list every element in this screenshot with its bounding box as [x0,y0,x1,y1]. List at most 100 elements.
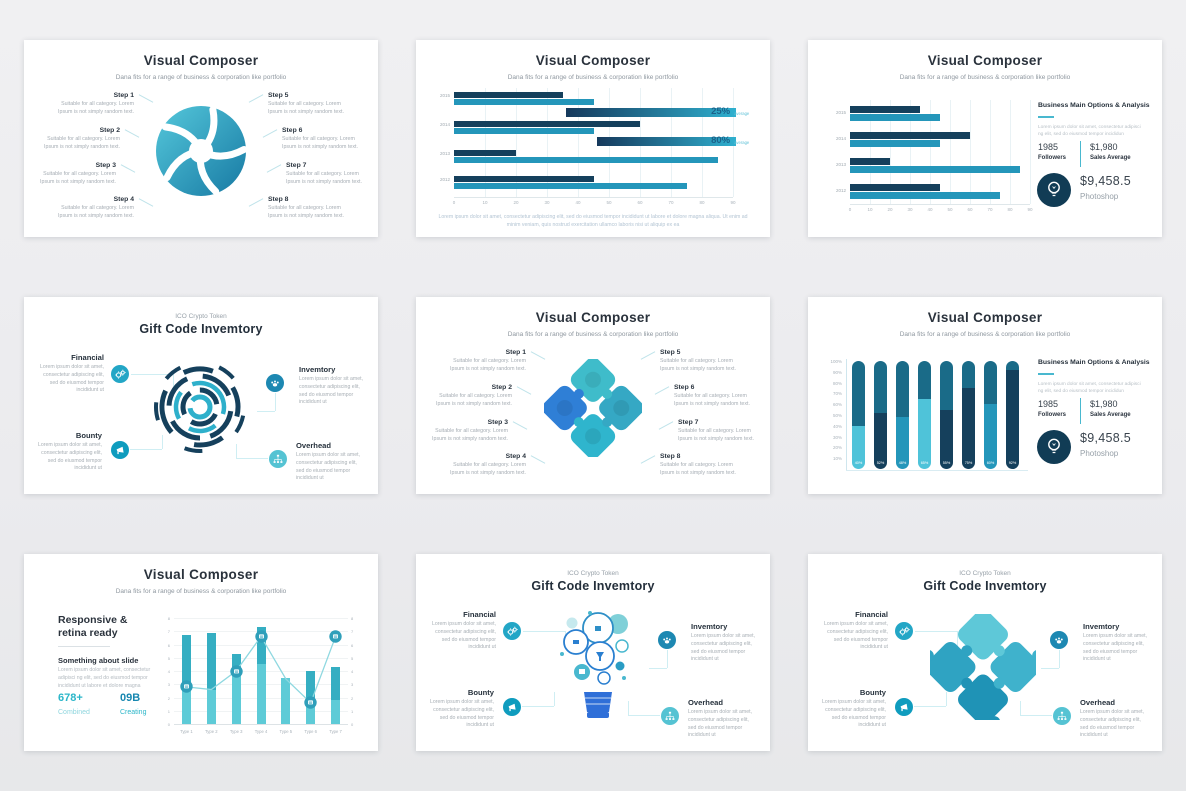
price-value: $9,458.5 [1080,431,1132,445]
bar-segment-top [206,632,216,690]
pencil-icon [304,696,317,709]
ico-item-description: Lorem ipsum dolor sit amet, consectetur … [39,364,104,394]
bar-segment-top [984,361,997,405]
axis-tick-label: 3 [167,682,170,688]
ico-item-description: Lorem ipsum dolor sit amet, consectetur … [37,442,102,472]
bar-segment-bottom [1006,369,1019,469]
axis-tick-label: 1 [351,708,354,714]
bar-segment-top [896,361,909,418]
combined-label: Combined [58,709,90,716]
step-label: Step 8 [268,196,289,203]
megaphone-icon [503,698,521,716]
bar [850,114,940,121]
followers-count: 1985 [1038,142,1059,152]
bar-value-label: 55% [942,461,951,465]
step-label: Step 5 [660,349,681,356]
step-label: Step 7 [286,162,307,169]
bar [850,132,970,139]
slide-title: Visual Composer [143,567,259,582]
ico-item-label: Overhead [688,698,724,707]
item-connector-line [649,668,667,669]
step-connector-line [262,129,278,138]
left-heading: retina ready [58,627,118,639]
sales-average-label: Sales Average [1090,412,1131,418]
axis-tick-label: 20% [832,445,842,451]
axis-tick-label: 90 [1027,207,1033,212]
axis-tick-label: 6 [167,642,170,648]
bar-segment-bottom [962,388,975,469]
sitemap-icon [661,707,679,725]
slide-thumbnail-3[interactable]: Visual Composer Dana fits for a range of… [808,40,1162,237]
slide-graphic-area: Step 1 Suitable for all category. Lorem I… [24,40,378,237]
axis-tick-label: 90% [832,369,842,375]
slide-graphic-area: 100% 90% 80% 70% 60% 50% 40% 30% 20% 10% 40% 52% 48%… [808,297,1162,494]
bar-value-label: 65% [920,461,929,465]
slide-graphic-area: Financial Lorem ipsum dolor sit amet, con… [808,554,1162,751]
category-label: Type 3 [229,729,243,734]
category-label: Type 2 [204,729,218,734]
axis-tick-label: 80 [1007,207,1013,212]
bar-segment-top [256,627,266,665]
ico-item-description: Lorem ipsum dolor sit amet, consectetur … [823,621,888,651]
bar-segment-top [962,361,975,388]
step-connector-line [654,386,670,395]
slide-subtitle: Dana fits for a range of business & corp… [507,331,679,338]
axis-tick-label: 0 [167,722,170,727]
step-label: Step 1 [505,349,526,356]
sitemap-icon [269,450,287,468]
chart-axis-line [846,359,847,470]
panel-heading: Business Main Options & Analysis [1038,359,1150,366]
chart-gridline [547,88,548,197]
bar [454,176,594,182]
ico-item-description: Lorem ipsum dolor sit amet, consectetur … [1083,633,1148,663]
axis-tick-label: 40 [575,200,581,205]
slide-thumbnail-2[interactable]: Visual Composer Dana fits for a range of… [416,40,770,237]
category-label: Type 6 [304,729,317,734]
step-label: Step 2 [491,384,512,391]
item-connector-line [628,701,629,715]
chart-gridline [485,88,486,197]
axis-tick-label: 10 [867,207,873,212]
step-label: Step 6 [674,384,695,391]
slide-graphic-area: Step 1 Suitable for all category. Lorem I… [416,297,770,494]
panel-accent-rule [1038,373,1054,375]
chart-axis-line [174,724,348,725]
bar-segment-bottom [940,409,953,469]
axis-tick-label: 20 [887,207,893,212]
bar-segment-bottom [896,417,909,469]
highlight-value: 25% [711,106,731,117]
slide-thumbnail-7[interactable]: Visual Composer Dana fits for a range of… [24,554,378,751]
axis-tick-label: 7 [351,629,354,635]
chart-axis-line [850,204,1030,205]
ico-item-description: Lorem ipsum dolor sit amet, consectetur … [691,633,756,663]
category-label: 2013 [439,151,450,156]
step-connector-line [640,351,656,360]
category-label: 2012 [835,188,846,193]
stat-divider [1080,141,1081,167]
sitemap-icon [1053,707,1071,725]
calendar-icon [229,664,243,678]
step-description: Suitable for all category. Lorem Ipsum i… [660,358,736,372]
axis-tick-label: 0 [452,200,456,205]
step-connector-line [248,198,264,207]
paw-icon [266,374,284,392]
gears-icon [895,622,913,640]
bar [454,92,563,98]
price-label: Photoshop [1080,192,1119,201]
slide-graphic-area: Financial Lorem ipsum dolor sit amet, con… [416,554,770,751]
step-description: Suitable for all category. Lorem Ipsum i… [432,428,508,442]
step-description: Suitable for all category. Lorem Ipsum i… [436,393,512,407]
slide-thumbnail-6[interactable]: Visual Composer Dana fits for a range of… [808,297,1162,494]
bar [454,157,718,163]
ico-item-label: Invemtory [299,365,336,374]
slide-thumbnail-5[interactable]: Visual Composer Dana fits for a range of… [416,297,770,494]
slide-thumbnail-8[interactable]: ICO Crypto Token Gift Code Invemtory Fin… [416,554,770,751]
step-connector-line [248,94,264,103]
item-connector-line [236,444,237,458]
item-connector-line [523,631,565,632]
category-label: Type 1 [180,729,193,734]
slide-thumbnail-1[interactable]: Visual Composer Dana fits for a range of… [24,40,378,237]
megaphone-icon [895,698,913,716]
slide-thumbnail-4[interactable]: ICO Crypto Token Gift Code Invemtory Fin… [24,297,378,494]
slide-thumbnail-9[interactable]: ICO Crypto Token Gift Code Invemtory Fin… [808,554,1162,751]
